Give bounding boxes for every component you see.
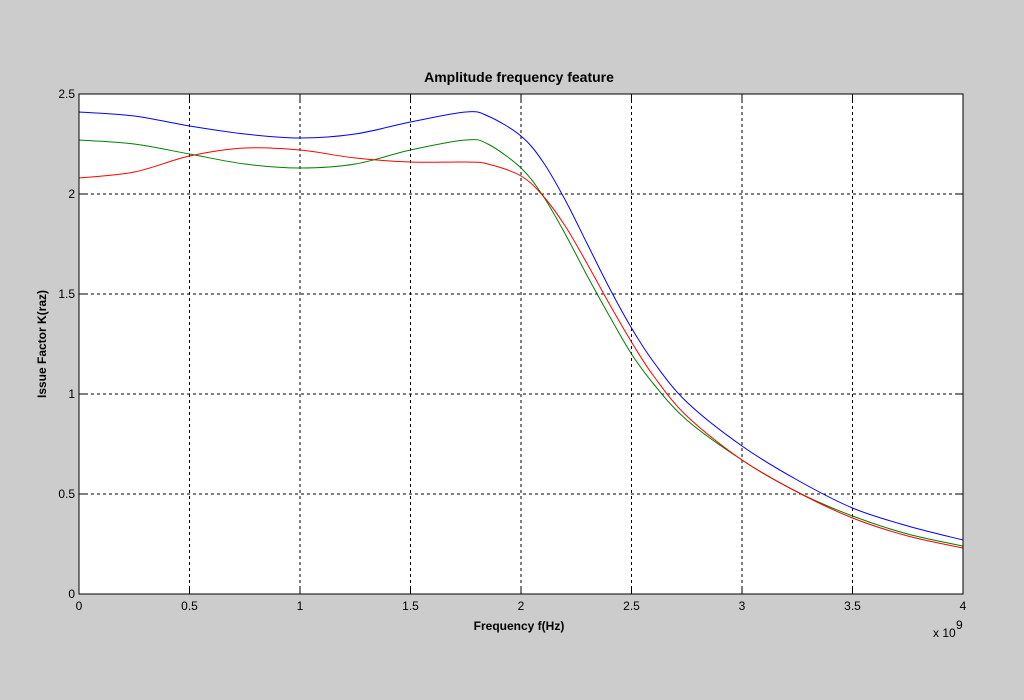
y-tick-label: 1 bbox=[68, 387, 75, 401]
series-line bbox=[78, 111, 964, 541]
tick-marks bbox=[78, 93, 964, 595]
y-tick-labels: 0 0.5 1 1.5 2 2.5 bbox=[58, 87, 75, 601]
x-tick-label: 1 bbox=[297, 599, 304, 613]
x-tick-label: 2 bbox=[518, 599, 525, 613]
x-exponent-label: x 10 bbox=[933, 626, 956, 640]
x-tick-label: 0 bbox=[76, 599, 83, 613]
y-tick-label: 2 bbox=[68, 187, 75, 201]
chart-title: Amplitude frequency feature bbox=[424, 69, 614, 85]
y-axis-label: Issue Factor K(raz) bbox=[35, 290, 49, 398]
grid-lines bbox=[79, 94, 963, 594]
y-tick-label: 0 bbox=[68, 587, 75, 601]
series-line bbox=[78, 147, 964, 549]
x-tick-label: 3.5 bbox=[844, 599, 861, 613]
x-tick-labels: 0 0.5 1 1.5 2 2.5 3 3.5 4 bbox=[76, 599, 967, 613]
x-axis-label: Frequency f(Hz) bbox=[474, 619, 565, 633]
y-tick-label: 0.5 bbox=[58, 487, 75, 501]
y-tick-label: 2.5 bbox=[58, 87, 75, 101]
x-tick-label: 2.5 bbox=[623, 599, 640, 613]
x-tick-label: 0.5 bbox=[181, 599, 198, 613]
x-tick-label: 3 bbox=[739, 599, 746, 613]
x-exponent-power: 9 bbox=[956, 618, 963, 632]
x-tick-label: 1.5 bbox=[402, 599, 419, 613]
y-tick-label: 1.5 bbox=[58, 287, 75, 301]
x-tick-label: 4 bbox=[960, 599, 967, 613]
